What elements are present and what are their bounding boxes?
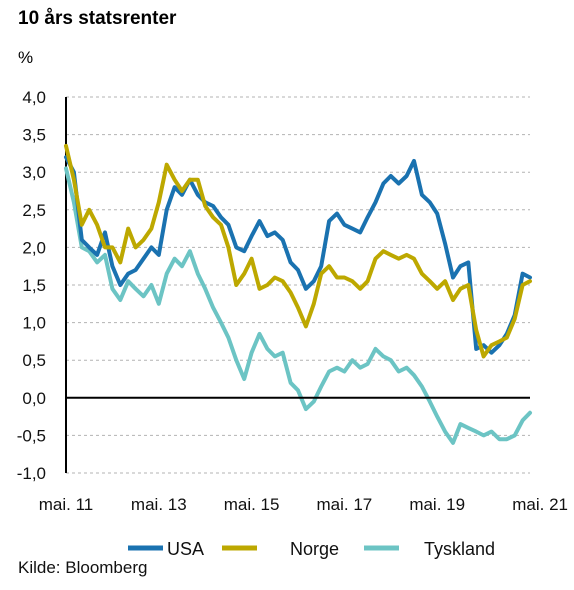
- x-tick-label: mai. 11: [39, 495, 94, 514]
- legend: USA Norge Tyskland: [128, 539, 495, 559]
- plot-area: [64, 143, 532, 445]
- x-tick-label: mai. 13: [131, 495, 187, 514]
- series-line-tyskland: [64, 166, 532, 445]
- y-tick-label: 0,0: [22, 389, 46, 408]
- y-tick-label: 2,0: [22, 238, 46, 257]
- series-line-norge: [64, 143, 532, 359]
- y-tick-label: 1,0: [22, 314, 46, 333]
- legend-label-norge: Norge: [290, 539, 339, 559]
- y-tick-label: 0,5: [22, 351, 46, 370]
- series-line-usa: [64, 155, 532, 355]
- y-tick-label: -0,5: [17, 426, 46, 445]
- y-tick-label: 3,5: [22, 126, 46, 145]
- y-axis-unit: %: [18, 48, 33, 67]
- source-note: Kilde: Bloomberg: [18, 558, 147, 577]
- x-tick-label: mai. 15: [224, 495, 280, 514]
- x-axis-ticks: mai. 11 mai. 13 mai. 15 mai. 17 mai. 19 mai. …: [39, 495, 568, 514]
- chart-title: 10 års statsrenter: [18, 8, 177, 29]
- x-tick-label: mai. 19: [409, 495, 465, 514]
- y-tick-label: 3,0: [22, 163, 46, 182]
- y-tick-label: 1,5: [22, 276, 46, 295]
- legend-label-usa: USA: [167, 539, 204, 559]
- gridlines: [65, 96, 530, 474]
- y-tick-label: -1,0: [17, 464, 46, 483]
- x-tick-label: mai. 17: [317, 495, 373, 514]
- x-tick-label: mai. 21: [512, 495, 568, 514]
- legend-label-tyskland: Tyskland: [424, 539, 495, 559]
- y-tick-label: 2,5: [22, 201, 46, 220]
- y-axis-ticks: 4,0 3,5 3,0 2,5 2,0 1,5 1,0 0,5 0,0 -0,5 -1,0: [17, 88, 46, 483]
- y-tick-label: 4,0: [22, 88, 46, 107]
